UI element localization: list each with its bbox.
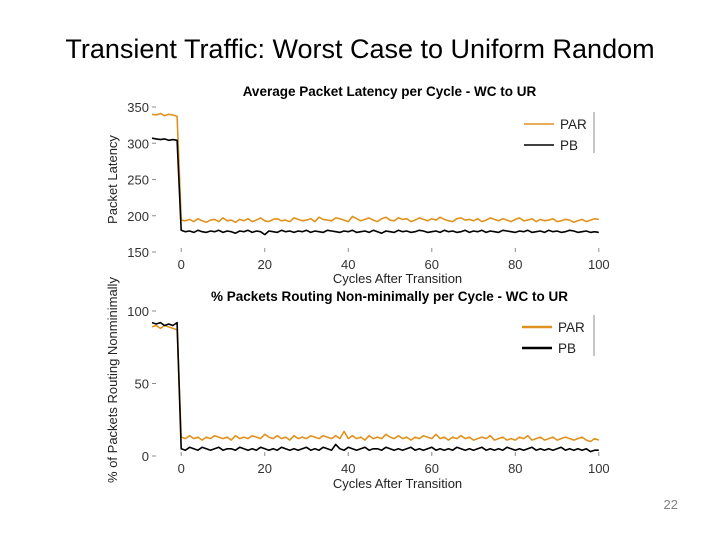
legend-label-par: PAR [560, 117, 587, 132]
series-line-pb [151, 137, 599, 236]
y-tick-label: 350 [127, 100, 149, 115]
x-tick-label: 40 [341, 461, 355, 476]
x-tick-label: 100 [588, 461, 610, 476]
series-line-par [151, 324, 600, 443]
y-tick-label: 250 [127, 173, 149, 188]
x-tick-label: 60 [425, 461, 439, 476]
y-axis-label: Packet Latency [105, 135, 120, 224]
page-number: 22 [663, 497, 678, 512]
y-tick-label: 100 [127, 304, 149, 319]
y-tick-label: 50 [135, 377, 149, 392]
legend-label-pb: PB [558, 341, 576, 356]
x-tick-label: 60 [425, 257, 439, 272]
x-tick-label: 0 [178, 461, 185, 476]
legend-label-par: PAR [558, 320, 585, 335]
chart-title: % Packets Routing Non-minimally per Cycl… [211, 289, 568, 304]
x-tick-label: 40 [341, 257, 355, 272]
x-axis-label: Cycles After Transition [333, 271, 462, 286]
chart-title: Average Packet Latency per Cycle - WC to… [243, 84, 537, 99]
slide-title: Transient Traffic: Worst Case to Uniform… [65, 34, 655, 64]
x-axis-label: Cycles After Transition [333, 476, 462, 491]
y-tick-label: 150 [127, 245, 149, 260]
x-tick-label: 80 [508, 461, 522, 476]
legend-label-pb: PB [560, 138, 578, 153]
series-line-pb [151, 321, 599, 453]
x-tick-label: 100 [588, 257, 610, 272]
series-line-par [151, 112, 599, 224]
x-tick-label: 20 [258, 257, 272, 272]
y-tick-label: 300 [127, 136, 149, 151]
y-tick-label: 200 [127, 209, 149, 224]
x-tick-label: 20 [258, 461, 272, 476]
x-tick-label: 0 [178, 257, 185, 272]
y-axis-label: % of Packets Routing Nonminimally [105, 277, 120, 483]
y-tick-label: 0 [142, 449, 149, 464]
x-tick-label: 80 [508, 257, 522, 272]
